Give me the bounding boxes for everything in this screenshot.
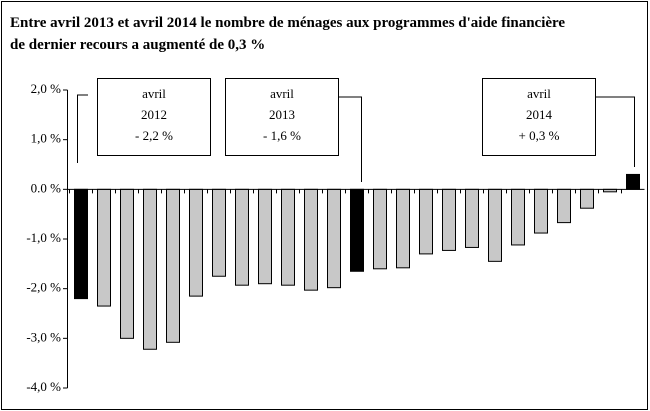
bar (350, 188, 364, 272)
chart-title: Entre avril 2013 et avril 2014 le nombre… (10, 15, 565, 53)
bar (74, 188, 88, 300)
bar (534, 188, 548, 234)
bar (488, 188, 502, 262)
y-tick-label: 2,0 % (31, 81, 62, 96)
annotation-boxes (97, 78, 596, 156)
bar (235, 188, 249, 286)
y-tick-label: 1,0 % (31, 131, 62, 146)
bar (511, 188, 525, 246)
y-tick-label: -4,0 % (26, 379, 61, 394)
annotation-box (97, 78, 211, 156)
bar (97, 188, 111, 307)
bar (580, 188, 594, 209)
annotation-text: 2014 (526, 107, 553, 122)
annotation-box (482, 78, 596, 156)
bar (419, 188, 433, 255)
bar (327, 188, 341, 289)
bar (281, 188, 295, 286)
bar (373, 188, 387, 270)
connectors (77, 94, 635, 182)
bar (557, 188, 571, 224)
y-tick-label: -3,0 % (26, 329, 61, 344)
bar (189, 188, 203, 297)
bar (626, 173, 640, 190)
annotation-text: avril (142, 86, 166, 101)
annotation-text: avril (270, 86, 294, 101)
bar (465, 188, 479, 248)
connector (77, 94, 88, 163)
bar (304, 188, 318, 291)
bar (166, 188, 180, 343)
connector (595, 96, 635, 167)
bar (396, 188, 410, 269)
annotation-text: 2012 (141, 107, 167, 122)
annotation-text: - 2,2 % (135, 128, 173, 143)
bar (143, 188, 157, 350)
annotation-box (225, 78, 339, 156)
bar (258, 188, 272, 285)
connector (338, 96, 362, 182)
bar (212, 188, 226, 277)
annotation-text: avril (527, 86, 551, 101)
y-tick-label: -1,0 % (26, 230, 61, 245)
y-tick-label: 0.0 % (31, 180, 62, 195)
bar (120, 188, 134, 339)
annotation-text: - 1,6 % (263, 128, 301, 143)
bar (442, 188, 456, 251)
annotation-text: + 0,3 % (519, 128, 560, 143)
y-tick-label: -2,0 % (26, 280, 61, 295)
annotation-text: 2013 (269, 107, 295, 122)
